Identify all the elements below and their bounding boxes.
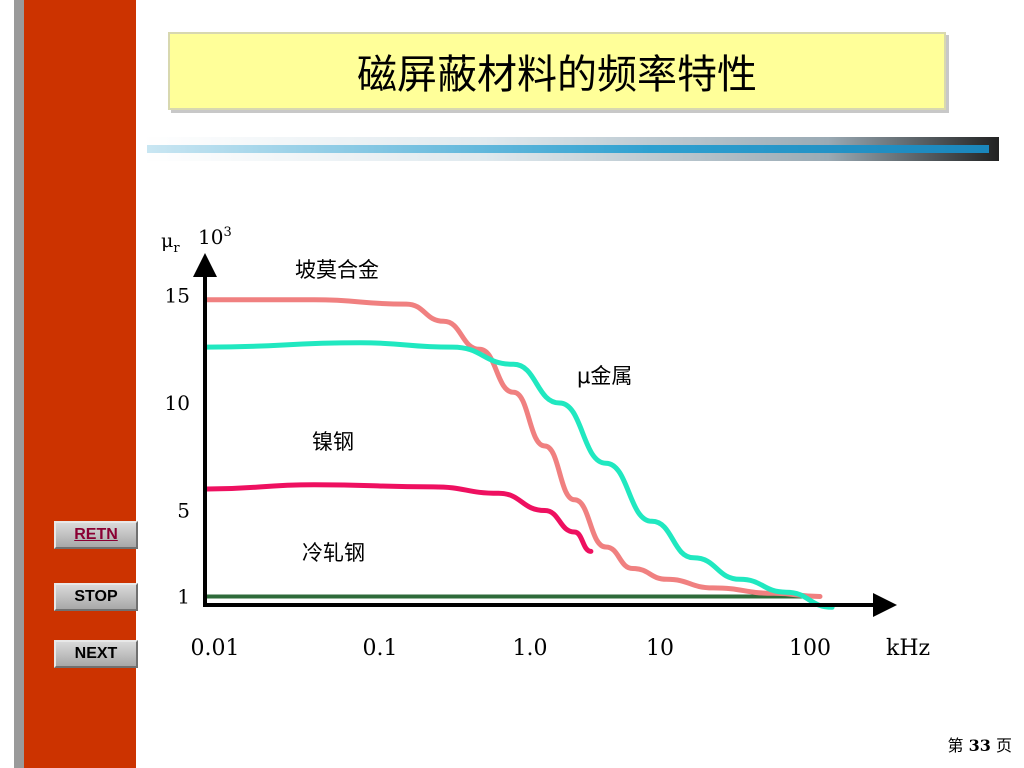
stop-button[interactable]: STOP — [54, 583, 138, 611]
y-tick-label: 15 — [165, 284, 190, 308]
page-number: 第 33 页 — [948, 732, 1012, 756]
slide-title: 磁屏蔽材料的频率特性 — [168, 32, 946, 110]
retn-button[interactable]: RETN — [54, 521, 138, 549]
y-tick-label: 10 — [165, 391, 190, 415]
page-number-value: 33 — [968, 736, 991, 755]
y-tick-label: 1 — [177, 585, 190, 609]
series-label-nickel-steel: 镍钢 — [312, 430, 354, 454]
y-tick-label: 5 — [177, 499, 190, 523]
y-axis-label: μr — [161, 230, 180, 256]
x-tick-label: 0.01 — [191, 636, 240, 661]
series-line — [204, 340, 835, 610]
y-axis-scale: 103 — [198, 225, 232, 249]
x-tick-label: 1.0 — [513, 636, 548, 661]
y-tick-labels: 15 10 5 1 — [165, 284, 190, 609]
series-line — [204, 482, 594, 554]
x-axis-label: kHz — [886, 636, 930, 661]
title-divider-bar — [147, 145, 989, 153]
series-label-mu-metal: μ金属 — [577, 364, 632, 388]
series-label-cold-rolled-steel: 冷轧钢 — [302, 541, 365, 565]
x-tick-labels: 0.01 0.1 1.0 10 100 — [191, 636, 831, 661]
x-tick-label: 10 — [646, 636, 674, 661]
series-line — [204, 297, 823, 599]
page-suffix: 页 — [995, 736, 1012, 755]
series-label-permalloy: 坡莫合金 — [295, 258, 379, 282]
series-layer — [204, 297, 835, 610]
next-button[interactable]: NEXT — [54, 640, 138, 668]
x-tick-label: 100 — [789, 636, 831, 661]
x-tick-label: 0.1 — [363, 636, 398, 661]
page-prefix: 第 — [947, 736, 964, 755]
